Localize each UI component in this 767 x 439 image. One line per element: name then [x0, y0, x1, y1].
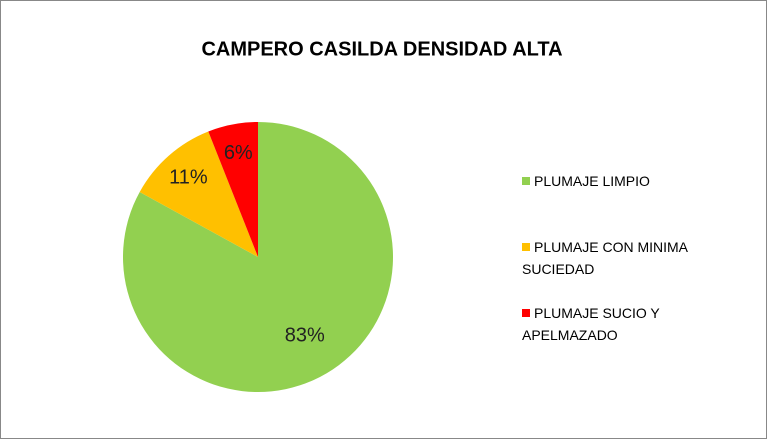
pie-slice — [139, 131, 258, 257]
legend-entry: PLUMAJE LIMPIO — [522, 170, 692, 192]
legend-label: PLUMAJE CON MINIMA SUCIEDAD — [522, 239, 688, 277]
chart-title: CAMPERO CASILDA DENSIDAD ALTA — [201, 38, 562, 60]
legend-label: PLUMAJE LIMPIO — [534, 173, 650, 189]
legend-entry: PLUMAJE SUCIO Y APELMAZADO — [522, 302, 692, 346]
legend-swatch — [522, 243, 530, 251]
data-label: 83% — [285, 324, 325, 346]
legend-entry: PLUMAJE CON MINIMA SUCIEDAD — [522, 236, 692, 280]
pie-slice — [208, 122, 258, 257]
legend-label: PLUMAJE SUCIO Y APELMAZADO — [522, 305, 660, 343]
legend-swatch — [522, 177, 530, 185]
data-label: 6% — [224, 142, 253, 164]
pie-slice — [122, 122, 393, 392]
data-label: 11% — [169, 166, 208, 188]
legend-swatch — [522, 309, 530, 317]
